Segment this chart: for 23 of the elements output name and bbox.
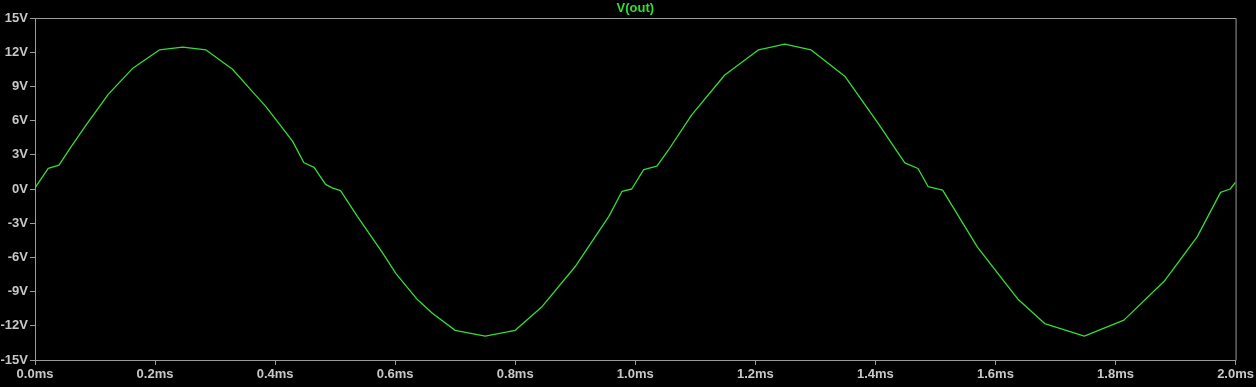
- y-tick-label: -3V: [7, 214, 29, 230]
- x-tick-label: 0.4ms: [256, 366, 294, 382]
- y-tick-label: 3V: [12, 146, 29, 162]
- x-tick-label: 0.8ms: [496, 366, 534, 382]
- x-tick-label: 1.6ms: [977, 366, 1014, 382]
- y-tick-label: -9V: [7, 283, 29, 299]
- x-tick-label: 1.2ms: [736, 366, 774, 382]
- y-tick-label: 6V: [12, 112, 29, 128]
- y-tick-label: -12V: [0, 317, 29, 333]
- y-tick-label: -15V: [0, 351, 29, 367]
- x-tick-label: 1.4ms: [856, 366, 894, 382]
- text: V(out): [616, 0, 655, 16]
- x-tick-label: 0.2ms: [136, 366, 174, 382]
- y-tick-label: 9V: [12, 77, 29, 93]
- y-tick-label: 15V: [4, 9, 29, 25]
- x-tick-label: 2.0ms: [1217, 366, 1255, 382]
- x-tick-label: 0.0ms: [16, 366, 54, 382]
- x-tick-label: 0.6ms: [376, 366, 414, 382]
- x-tick-label: 1.8ms: [1097, 366, 1134, 382]
- y-tick-label: 12V: [4, 43, 29, 59]
- y-tick-label: -6V: [7, 248, 29, 264]
- y-tick-label: 0V: [12, 180, 29, 196]
- x-tick-label: 1.0ms: [616, 366, 654, 382]
